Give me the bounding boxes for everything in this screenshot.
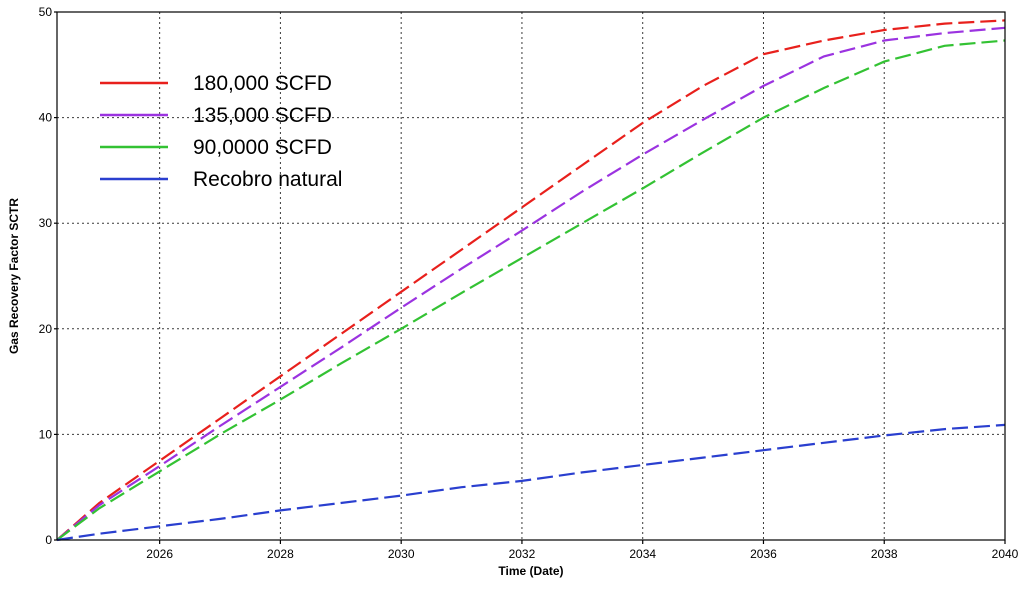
- y-tick-label: 10: [39, 427, 53, 441]
- series-line-0: [56, 19, 1006, 541]
- y-tick-label: 30: [39, 216, 53, 230]
- x-axis-title: Time (Date): [498, 564, 563, 578]
- series-lines: [56, 19, 1006, 542]
- series-line-3: [56, 423, 1006, 542]
- y-tick-label: 50: [39, 5, 53, 19]
- x-tick-label: 2030: [388, 547, 415, 561]
- x-tick-label: 2026: [146, 547, 173, 561]
- legend-label: 135,000 SCFD: [193, 104, 332, 127]
- plot-frame: [56, 11, 1006, 541]
- series-line-1: [56, 26, 1006, 541]
- grid-lines: [57, 12, 1005, 540]
- x-tick-label: 2038: [871, 547, 898, 561]
- y-axis-title: Gas Recovery Factor SCTR: [7, 198, 21, 354]
- x-tick-label: 2032: [509, 547, 536, 561]
- tick-labels: 2026 2028 2030 2032 2034 2036 2038 204001020304…: [39, 5, 1019, 561]
- legend: 180,000 SCFD 135,000 SCFD 90,0000 SCFD Reco…: [100, 72, 342, 191]
- x-tick-label: 2028: [267, 547, 294, 561]
- y-tick-label: 20: [39, 322, 53, 336]
- axes: [56, 11, 1006, 541]
- legend-label: 180,000 SCFD: [193, 72, 332, 95]
- x-tick-label: 2034: [629, 547, 656, 561]
- x-tick-label: 2036: [750, 547, 777, 561]
- x-tick-label: 2040: [992, 547, 1019, 561]
- y-tick-label: 40: [39, 111, 53, 125]
- legend-label: Recobro natural: [193, 168, 342, 191]
- series-line-2: [56, 39, 1006, 541]
- y-tick-label: 0: [45, 533, 52, 547]
- legend-label: 90,0000 SCFD: [193, 136, 332, 159]
